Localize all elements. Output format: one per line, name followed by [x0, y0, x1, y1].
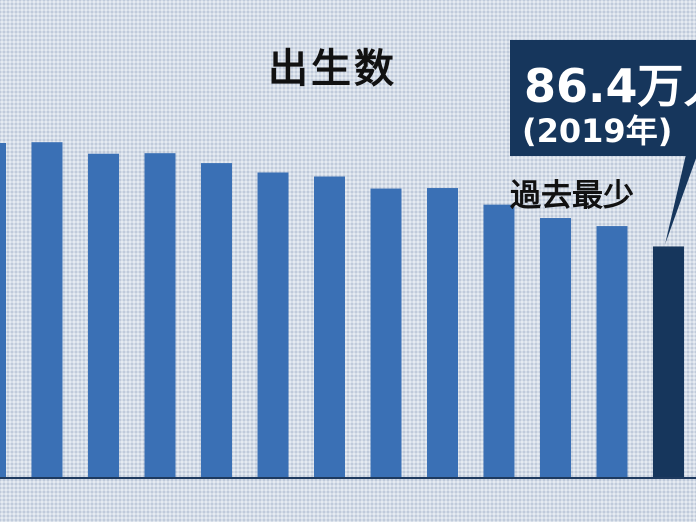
callout-year: (2019年) — [522, 112, 673, 150]
callout-value: 86.4万人 — [524, 59, 696, 113]
bar-group — [0, 142, 684, 479]
bar-highlight — [653, 246, 684, 478]
bar — [31, 142, 63, 479]
bar — [201, 163, 232, 478]
bar — [314, 176, 345, 478]
chart-title: 出生数 — [268, 46, 397, 92]
bar — [483, 204, 515, 478]
bar — [596, 226, 628, 478]
callout-note: 過去最少 — [510, 178, 634, 214]
callout-pointer — [665, 150, 696, 245]
callout-box — [510, 40, 696, 156]
bar — [540, 218, 571, 479]
bar — [257, 172, 289, 479]
bar — [144, 153, 176, 478]
bar — [88, 153, 119, 478]
bar — [370, 188, 402, 478]
bar — [427, 188, 458, 479]
bar — [0, 143, 6, 478]
